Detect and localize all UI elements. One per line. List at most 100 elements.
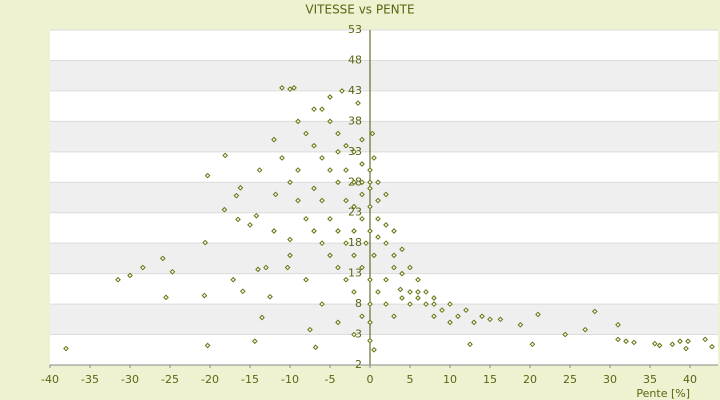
point bbox=[311, 228, 317, 234]
point bbox=[343, 197, 349, 204]
y-tick-label: 8 bbox=[355, 297, 362, 310]
point bbox=[339, 88, 345, 94]
x-tick-label: 40 bbox=[683, 373, 697, 386]
point bbox=[327, 215, 333, 222]
point bbox=[159, 255, 166, 262]
x-tick-label: -20 bbox=[201, 373, 219, 386]
x-tick-label: -30 bbox=[121, 373, 139, 386]
point bbox=[367, 203, 373, 210]
point bbox=[311, 142, 317, 149]
x-tick-label: -15 bbox=[241, 373, 259, 386]
point bbox=[319, 197, 325, 204]
point bbox=[391, 264, 397, 271]
point bbox=[431, 313, 437, 320]
point bbox=[295, 118, 301, 125]
point bbox=[397, 286, 404, 293]
point bbox=[367, 185, 373, 192]
point bbox=[327, 94, 333, 100]
point bbox=[383, 301, 389, 307]
point bbox=[702, 336, 709, 343]
point bbox=[651, 340, 658, 347]
point bbox=[359, 215, 365, 222]
point bbox=[359, 161, 365, 167]
point bbox=[497, 316, 504, 323]
point bbox=[287, 236, 293, 243]
y-tick-label: 18 bbox=[348, 236, 362, 249]
point bbox=[279, 85, 285, 91]
point bbox=[327, 167, 333, 173]
point bbox=[375, 234, 381, 240]
point bbox=[371, 155, 377, 161]
point bbox=[399, 295, 405, 301]
point bbox=[415, 289, 421, 295]
point bbox=[439, 307, 445, 314]
point bbox=[295, 167, 301, 173]
point bbox=[423, 301, 429, 307]
point bbox=[287, 86, 293, 92]
x-tick-label: 20 bbox=[523, 373, 537, 386]
point bbox=[335, 264, 341, 271]
point bbox=[479, 313, 485, 320]
point bbox=[351, 148, 357, 155]
point bbox=[367, 167, 373, 173]
point bbox=[591, 308, 598, 315]
point bbox=[303, 130, 309, 137]
x-tick-label: -5 bbox=[325, 373, 336, 386]
point bbox=[263, 264, 269, 271]
point bbox=[375, 179, 381, 186]
point bbox=[685, 338, 691, 345]
point bbox=[615, 336, 621, 343]
point bbox=[487, 316, 493, 323]
y-tick-label: 13 bbox=[348, 267, 362, 280]
point bbox=[335, 179, 341, 186]
point bbox=[407, 301, 413, 307]
x-tick-label: 15 bbox=[483, 373, 497, 386]
point bbox=[335, 228, 341, 234]
point bbox=[127, 272, 133, 279]
point bbox=[202, 239, 209, 246]
point bbox=[295, 197, 301, 204]
point bbox=[529, 341, 536, 348]
point bbox=[351, 228, 357, 234]
point bbox=[279, 155, 285, 161]
point bbox=[311, 185, 317, 192]
point bbox=[407, 264, 413, 271]
point bbox=[351, 289, 357, 295]
point bbox=[239, 288, 246, 295]
x-tick-label: 5 bbox=[407, 373, 414, 386]
point bbox=[375, 197, 381, 204]
point bbox=[256, 167, 263, 173]
x-tick-label: -25 bbox=[161, 373, 179, 386]
point bbox=[284, 264, 291, 271]
point bbox=[375, 289, 381, 295]
point bbox=[312, 344, 319, 351]
point bbox=[363, 240, 369, 247]
point bbox=[233, 192, 240, 199]
point bbox=[582, 326, 589, 333]
point bbox=[615, 321, 621, 328]
grid-band bbox=[50, 182, 718, 213]
y-tick-label: 48 bbox=[348, 53, 362, 66]
point bbox=[230, 276, 237, 283]
grid-band bbox=[50, 243, 718, 274]
point bbox=[367, 276, 373, 283]
point bbox=[343, 240, 349, 247]
point bbox=[367, 179, 373, 186]
point bbox=[343, 142, 349, 149]
point bbox=[139, 264, 146, 271]
point bbox=[369, 130, 376, 137]
point bbox=[163, 294, 169, 301]
point bbox=[327, 252, 333, 259]
x-tick-label: -10 bbox=[281, 373, 299, 386]
point bbox=[267, 293, 273, 300]
point bbox=[287, 252, 293, 259]
point bbox=[431, 295, 437, 301]
x-tick-label: 10 bbox=[443, 373, 457, 386]
point bbox=[351, 331, 357, 338]
point bbox=[656, 342, 663, 349]
point bbox=[367, 319, 373, 326]
point bbox=[535, 311, 541, 318]
point bbox=[371, 252, 377, 259]
point bbox=[447, 319, 453, 326]
point bbox=[399, 270, 405, 277]
